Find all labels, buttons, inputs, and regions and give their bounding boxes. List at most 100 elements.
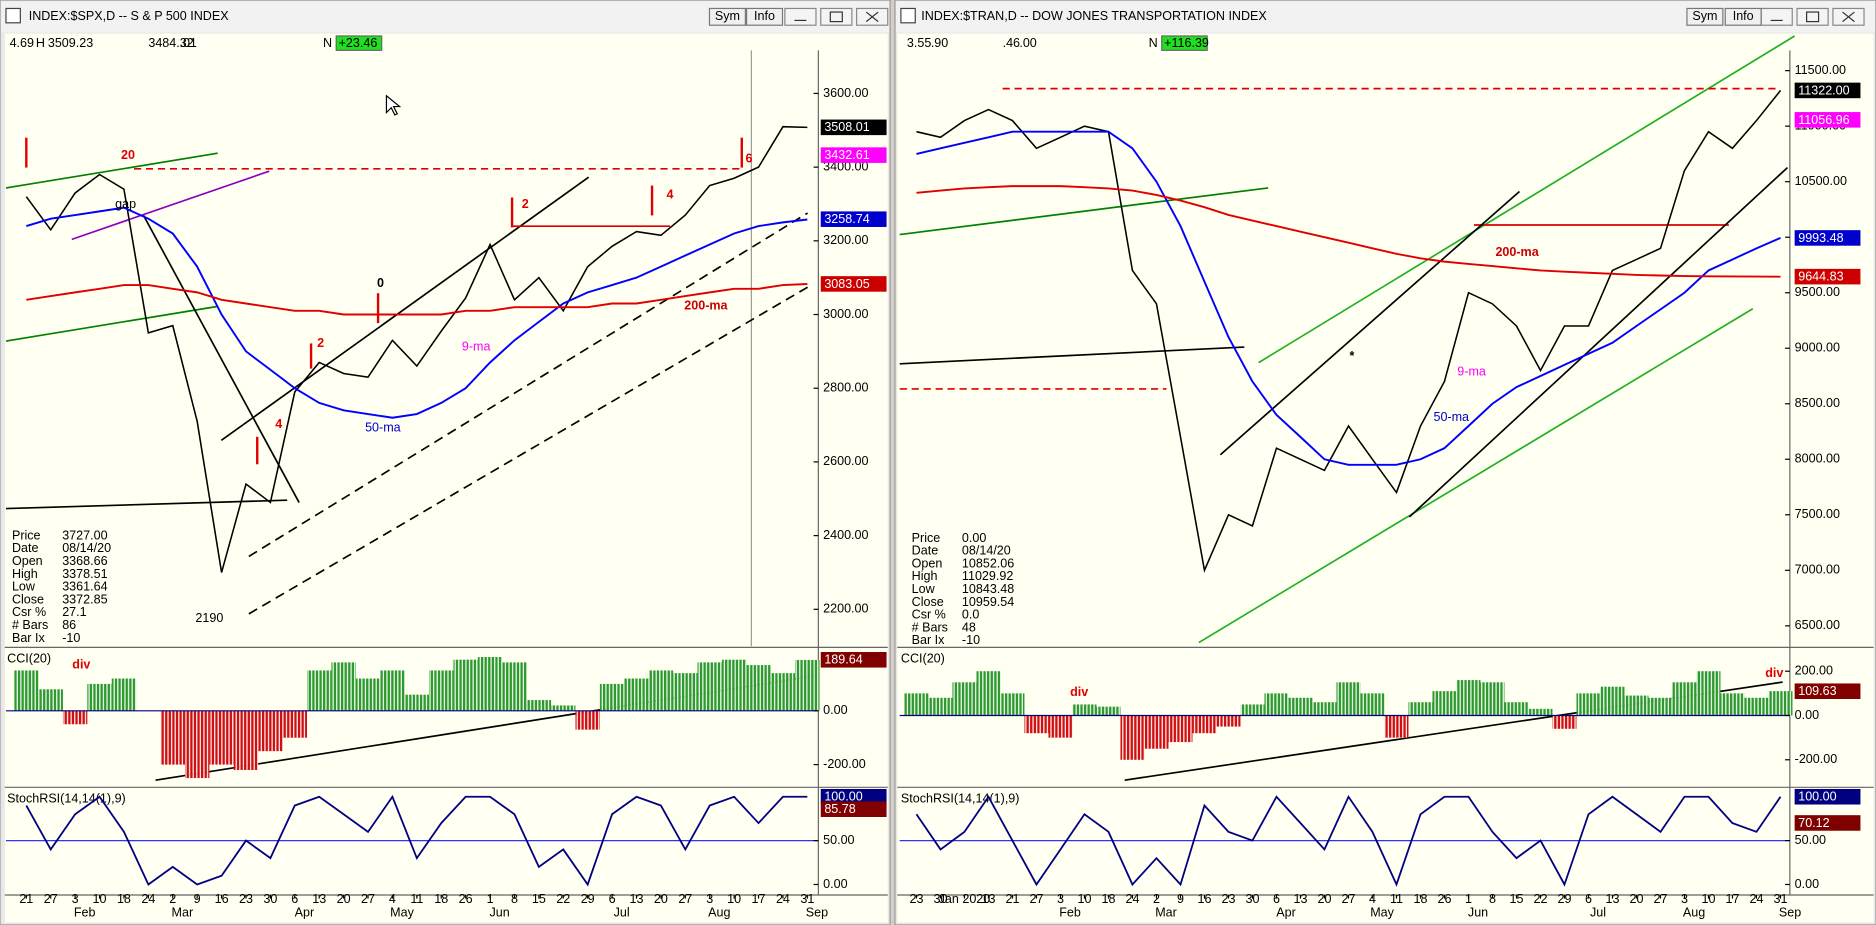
x-tick-label: Jan 2020 (939, 892, 991, 906)
info-field-text: N (1149, 36, 1158, 50)
value-readout (1794, 230, 1861, 246)
series-line (26, 206, 808, 419)
x-tick-label: 15 (532, 892, 546, 906)
mouse-cursor (385, 94, 402, 116)
x-tick-label: 1 (487, 892, 494, 906)
cci-bar (307, 670, 332, 711)
value-readout (820, 147, 887, 163)
value-readout-label: 100.00 (824, 790, 862, 804)
info-field-text: .00 (1019, 36, 1036, 50)
y-tick-label: 9500.00 (1795, 285, 1840, 299)
x-tick-label: 13 (1605, 892, 1619, 906)
annotation: * (1350, 349, 1355, 363)
cci-bar (355, 678, 381, 711)
x-tick-label: 3 (1057, 892, 1064, 906)
x-tick-label: 29 (1557, 892, 1571, 906)
y-tick-label: 2800.00 (823, 381, 868, 395)
y-tick-label: 11500.00 (1795, 63, 1846, 77)
x-tick-label: 6 (609, 892, 616, 906)
x-tick-label: 26 (459, 892, 473, 906)
x-tick-label: 6 (1273, 892, 1280, 906)
cci-bar (1072, 704, 1097, 716)
annotation: 9-ma (462, 339, 491, 353)
cci-bar (111, 678, 137, 711)
info-value: 27.1 (62, 605, 86, 619)
series-line (916, 89, 1782, 573)
info-label: Close (912, 595, 944, 609)
cci-bar (282, 710, 308, 738)
info-label: Price (912, 531, 941, 545)
cci-bar (599, 683, 625, 711)
info-value: 08/14/20 (962, 544, 1011, 558)
cci-bar (160, 710, 185, 765)
y-tick-label: 3600.00 (823, 86, 868, 100)
x-tick-label: 20 (337, 892, 351, 906)
annotation: 200-ma (684, 299, 728, 313)
info-label: Date (912, 544, 939, 558)
cci-bar (976, 671, 1001, 716)
cci-bar (1120, 715, 1145, 760)
x-tick-label: 18 (1413, 892, 1427, 906)
x-tick-label: 29 (581, 892, 595, 906)
series-line (25, 125, 808, 573)
toolbar-button-label: Sym (715, 9, 740, 23)
month-label: Sep (806, 905, 828, 919)
x-tick-label: 21 (1005, 892, 1019, 906)
y-tick-label: 9000.00 (1795, 341, 1840, 355)
annotation: 200-ma (1495, 245, 1539, 259)
x-tick-label: 17 (752, 892, 766, 906)
cci-bar (331, 662, 356, 711)
window-title: INDEX:$TRAN,D -- DOW JONES TRANSPORTATIO… (921, 9, 1267, 23)
cci-bar (1048, 715, 1073, 738)
cci-bar (1264, 693, 1289, 716)
month-label: Aug (1683, 905, 1705, 919)
info-label: # Bars (12, 618, 48, 632)
value-readout (1794, 683, 1861, 700)
cci-bar (14, 670, 39, 711)
x-tick-label: 30 (1245, 892, 1259, 906)
x-tick-label: 18 (1101, 892, 1115, 906)
series-line (916, 130, 1781, 466)
value-readout-label: 3083.05 (824, 277, 869, 291)
x-tick-label: 8 (511, 892, 518, 906)
x-tick-label: 20 (1317, 892, 1331, 906)
info-value: 0.0 (962, 608, 979, 622)
x-tick-label: 20 (1629, 892, 1643, 906)
toolbar-button[interactable] (1724, 7, 1762, 26)
info-field-text: +23.46 (339, 36, 378, 50)
x-tick-label: 23 (1221, 892, 1235, 906)
info-label: Bar Ix (12, 631, 45, 645)
cci-bar (1000, 693, 1025, 716)
cci-bar (1312, 702, 1337, 716)
cci-bar (453, 659, 478, 711)
value-readout-label: 9993.48 (1798, 231, 1843, 245)
toolbar-button[interactable] (745, 7, 784, 26)
month-label: Feb (1059, 905, 1081, 919)
month-label: Feb (74, 905, 96, 919)
info-label: # Bars (912, 620, 948, 634)
y-tick-label: 7500.00 (1795, 507, 1840, 521)
cci-bar (795, 659, 820, 711)
info-value: 0.00 (962, 531, 986, 545)
x-tick-label: 10 (727, 892, 741, 906)
toolbar-button[interactable] (708, 7, 746, 26)
cci-bar (928, 697, 953, 716)
cci-bar (380, 670, 405, 711)
y-tick-label: 6500.00 (1795, 618, 1840, 632)
cci-bar (477, 657, 503, 711)
info-label: Date (12, 541, 39, 555)
cci-bar (62, 710, 88, 725)
x-tick-label: 20 (654, 892, 668, 906)
annotation: div (1765, 666, 1783, 680)
x-tick-label: 11 (1390, 892, 1403, 906)
value-readout (1794, 112, 1861, 128)
x-tick-label: 24 (1125, 892, 1139, 906)
x-tick-label: 15 (1509, 892, 1523, 906)
x-tick-label: 23 (909, 892, 923, 906)
cci-bar (404, 694, 430, 711)
y-tick-label: 0.00 (1795, 708, 1819, 722)
toolbar-button[interactable] (1686, 7, 1724, 26)
cci-bar (1144, 715, 1169, 749)
y-tick-label: 0.00 (1795, 877, 1819, 891)
cci-bar (673, 673, 698, 711)
